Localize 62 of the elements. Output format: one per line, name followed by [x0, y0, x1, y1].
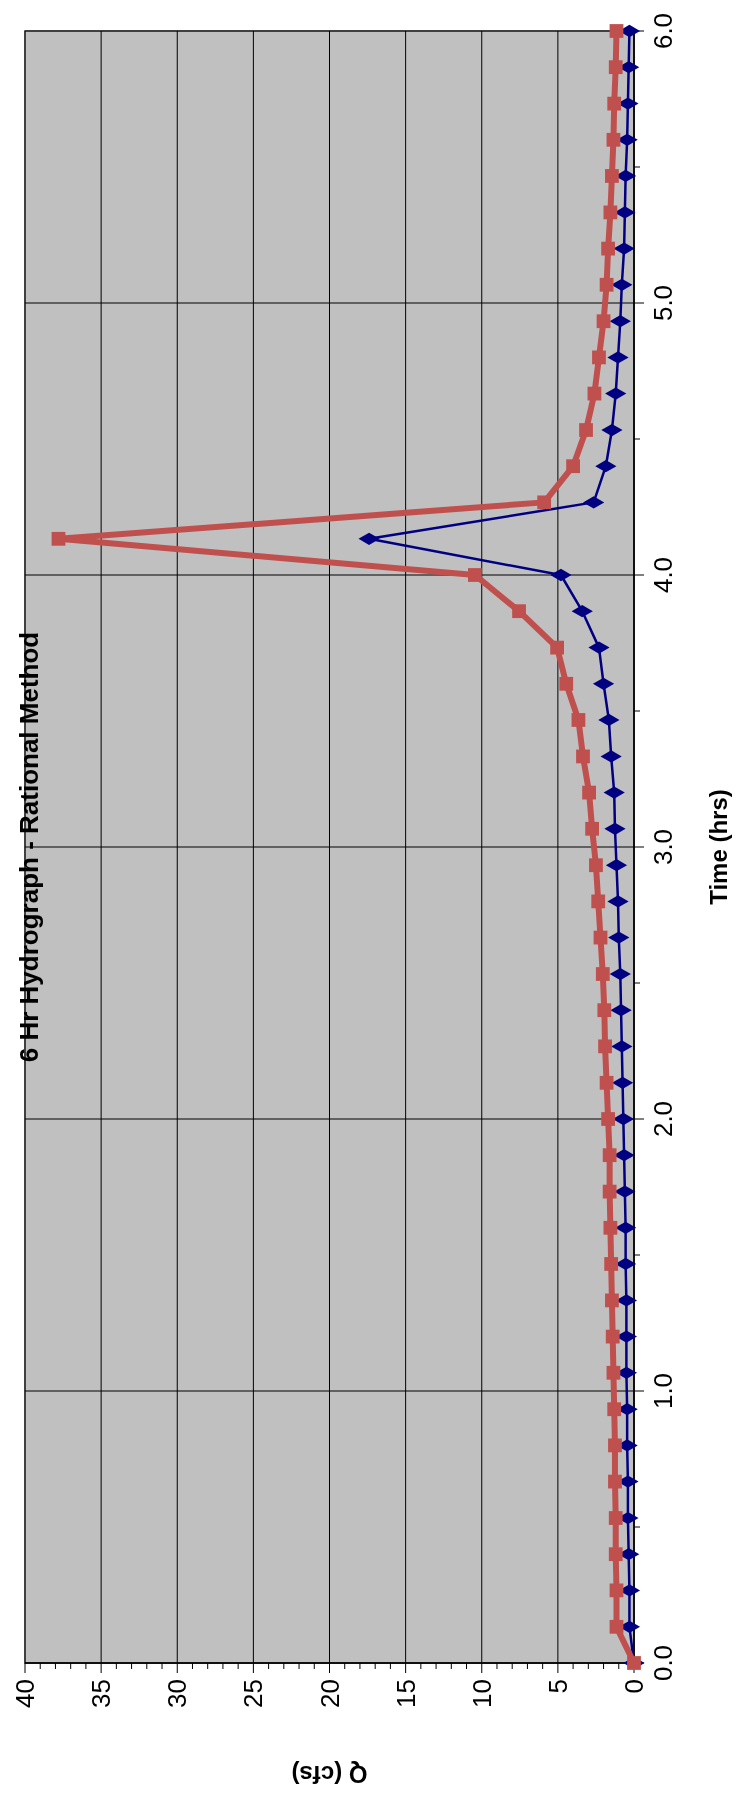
x-axis-title: Q (cfs)	[291, 1761, 368, 1788]
point	[602, 1184, 617, 1199]
y-tick-label: 4.0	[648, 556, 678, 594]
y-tick-label: 6.0	[648, 12, 678, 50]
point	[609, 24, 624, 38]
x-tick-label: 5	[542, 1679, 573, 1694]
y-tick-label: 1.0	[648, 1372, 678, 1410]
point	[599, 1075, 614, 1090]
point	[603, 1220, 618, 1235]
point	[51, 531, 66, 546]
point	[608, 1511, 623, 1525]
point	[579, 423, 593, 437]
y-axis-title: Time (hrs)	[705, 789, 732, 905]
point	[605, 1293, 619, 1308]
y-tick-label: 2.0	[648, 1100, 678, 1138]
point	[550, 640, 565, 655]
point	[571, 713, 586, 727]
point	[468, 568, 482, 582]
point	[608, 1474, 622, 1489]
point	[607, 96, 622, 111]
x-tick-label: 30	[162, 1679, 193, 1708]
point	[608, 60, 623, 75]
x-tick-label: 15	[390, 1679, 421, 1708]
x-tick-label: 10	[466, 1679, 497, 1708]
point	[601, 241, 616, 256]
point	[607, 1402, 622, 1417]
point	[582, 785, 596, 800]
x-tick-label: 0	[619, 1679, 650, 1694]
point	[598, 1039, 612, 1054]
point	[608, 1438, 622, 1453]
point	[606, 132, 621, 147]
point	[605, 169, 619, 183]
point	[627, 1656, 641, 1670]
point	[602, 1148, 617, 1163]
x-tick-label: 35	[86, 1679, 117, 1708]
point	[599, 277, 614, 292]
x-tick-label: 25	[238, 1679, 269, 1708]
point	[592, 350, 606, 365]
point	[604, 1257, 619, 1271]
point	[589, 858, 603, 873]
point	[559, 676, 574, 691]
point	[512, 604, 526, 619]
point	[597, 1003, 612, 1018]
point	[605, 1329, 620, 1344]
point	[566, 459, 580, 474]
x-tick-label: 20	[314, 1679, 345, 1708]
point	[576, 749, 590, 764]
y-tick-label: 0.0	[648, 1644, 678, 1682]
point	[595, 967, 610, 981]
text: 6 Hr Hydrograph - Rational Method	[14, 631, 45, 1063]
point	[596, 314, 611, 329]
point	[609, 1583, 624, 1598]
y-tick-label: 3.0	[648, 828, 678, 866]
point	[608, 1547, 623, 1562]
point	[609, 1619, 624, 1634]
point	[601, 1112, 616, 1126]
point	[585, 821, 600, 836]
y-tick-label: 5.0	[648, 284, 678, 322]
x-tick-label: 40	[10, 1679, 41, 1708]
point	[591, 894, 606, 909]
point	[537, 495, 552, 510]
point	[606, 1365, 621, 1380]
